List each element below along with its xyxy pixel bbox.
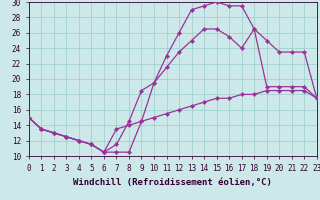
X-axis label: Windchill (Refroidissement éolien,°C): Windchill (Refroidissement éolien,°C) [73, 178, 272, 187]
